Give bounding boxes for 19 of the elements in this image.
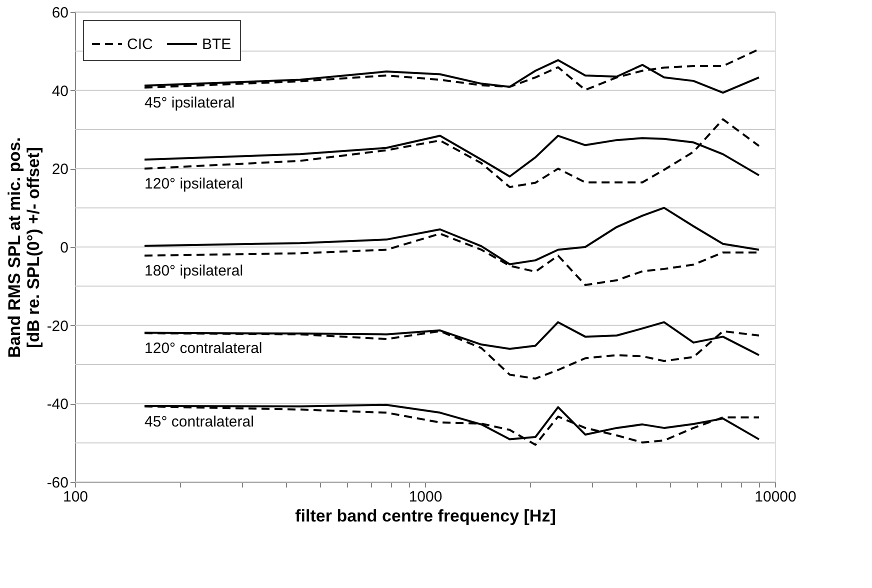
legend-label: BTE	[202, 36, 232, 53]
y-axis-title: Band RMS SPL at mic. pos. [dB re. SPL(0°) +/- offset]	[4, 137, 43, 358]
y-tick-label: -20	[46, 318, 68, 335]
annotation: 120° contralateral	[144, 340, 262, 358]
y-tick-label: 0	[60, 240, 68, 256]
x-tick-label: 100	[62, 488, 88, 506]
annotation: 45° ipsilateral	[144, 94, 235, 112]
y-tick-label: 20	[52, 161, 68, 178]
annotation: 45° contralateral	[144, 413, 254, 430]
x-axis-title: filter band centre frequency [Hz]	[295, 506, 556, 526]
legend-label: CIC	[127, 36, 153, 53]
y-tick-label: 60	[52, 4, 68, 22]
x-tick-label: 1000	[408, 488, 442, 506]
x-tick-label: 10000	[754, 488, 796, 506]
y-tick-label: 40	[52, 82, 68, 100]
annotation: 180° ipsilateral	[144, 262, 244, 280]
y-tick-label: -40	[46, 396, 68, 414]
y-tick-label: -60	[46, 474, 68, 492]
annotation: 120° ipsilateral	[144, 176, 244, 193]
